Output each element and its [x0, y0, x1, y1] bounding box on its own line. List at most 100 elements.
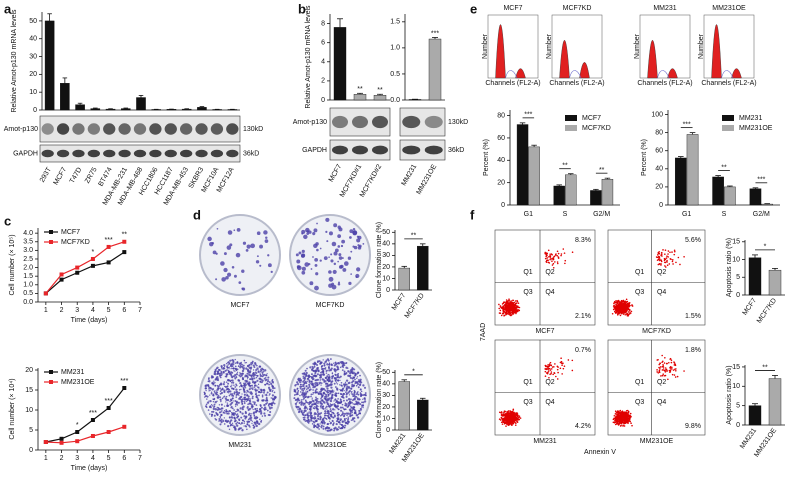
event [620, 421, 623, 424]
colony [349, 229, 354, 234]
flow-s-phase [657, 70, 670, 79]
legend-label: MCF7 [61, 229, 80, 236]
colony [248, 420, 251, 423]
upper-right-pct: 0.7% [575, 347, 591, 354]
x-tick-label: 3 [75, 307, 79, 314]
colony [258, 388, 260, 390]
event [667, 256, 669, 258]
colony [216, 400, 218, 402]
panel-label: a [4, 1, 12, 16]
event [673, 253, 676, 256]
colony [224, 412, 226, 415]
y-tick-label: 0 [29, 447, 33, 454]
colony [222, 382, 225, 386]
event [620, 312, 623, 315]
colony [251, 378, 253, 380]
colony [241, 377, 245, 381]
y-tick-label: 4 [321, 59, 325, 66]
colony [218, 411, 222, 414]
colony [261, 394, 264, 397]
y-tick-label: 20 [25, 367, 33, 374]
flow-peak [559, 40, 570, 79]
colony [327, 404, 330, 407]
colony [267, 263, 272, 268]
colony [330, 383, 333, 386]
colony [327, 373, 330, 376]
event [666, 261, 668, 263]
event [508, 410, 510, 412]
colony [340, 384, 343, 387]
colony [315, 405, 318, 409]
colony [315, 272, 319, 276]
colony [307, 377, 309, 380]
event [619, 414, 622, 417]
y-tick-label: 50 [29, 18, 37, 25]
event [673, 374, 676, 376]
y-tick-label: 4.0 [23, 230, 33, 237]
marker [90, 263, 95, 268]
colony [301, 389, 303, 391]
event [664, 356, 666, 359]
marker [90, 434, 95, 438]
colony [335, 399, 338, 402]
colony [304, 399, 307, 402]
colony [298, 251, 302, 255]
event [669, 366, 672, 368]
colony [228, 362, 231, 365]
event [508, 303, 510, 305]
event [500, 411, 502, 414]
legend-label: MM231 [61, 369, 84, 376]
event [560, 254, 562, 257]
event [506, 301, 508, 303]
colony [253, 366, 256, 368]
colony [309, 281, 314, 286]
colony [320, 366, 323, 368]
event [670, 258, 672, 261]
event [505, 299, 508, 301]
event [503, 307, 505, 309]
colony [315, 388, 318, 391]
event [614, 417, 617, 419]
colony [208, 400, 210, 402]
colony [257, 390, 261, 394]
colony [224, 385, 228, 389]
colony [229, 410, 232, 413]
event [506, 415, 509, 418]
colony [216, 379, 219, 381]
colony [311, 417, 315, 420]
colony [298, 401, 301, 404]
event [655, 256, 658, 258]
bar [686, 134, 699, 206]
event [506, 303, 508, 305]
colony [229, 393, 232, 396]
event [559, 361, 562, 364]
blot-band [226, 123, 239, 135]
colony [231, 415, 233, 417]
colony [303, 407, 306, 410]
bar [516, 124, 529, 206]
colony [350, 406, 353, 409]
colony [322, 400, 325, 403]
colony [306, 385, 308, 387]
colony [334, 426, 337, 429]
sig-label: *** [524, 112, 532, 119]
event [518, 306, 521, 309]
x-tick-label: MM231OE [416, 163, 439, 196]
colony [308, 263, 311, 266]
colony [321, 399, 324, 401]
colony [312, 391, 315, 394]
colony [342, 399, 345, 402]
event [505, 304, 507, 307]
colony [348, 390, 351, 393]
colony [232, 360, 235, 363]
colony [346, 384, 348, 386]
colony [226, 245, 232, 250]
bar [417, 245, 429, 291]
colony [234, 358, 236, 361]
colony [324, 389, 327, 392]
event [624, 417, 627, 420]
colony [249, 426, 251, 428]
colony [329, 422, 332, 425]
colony [362, 401, 365, 404]
colony [334, 386, 337, 388]
